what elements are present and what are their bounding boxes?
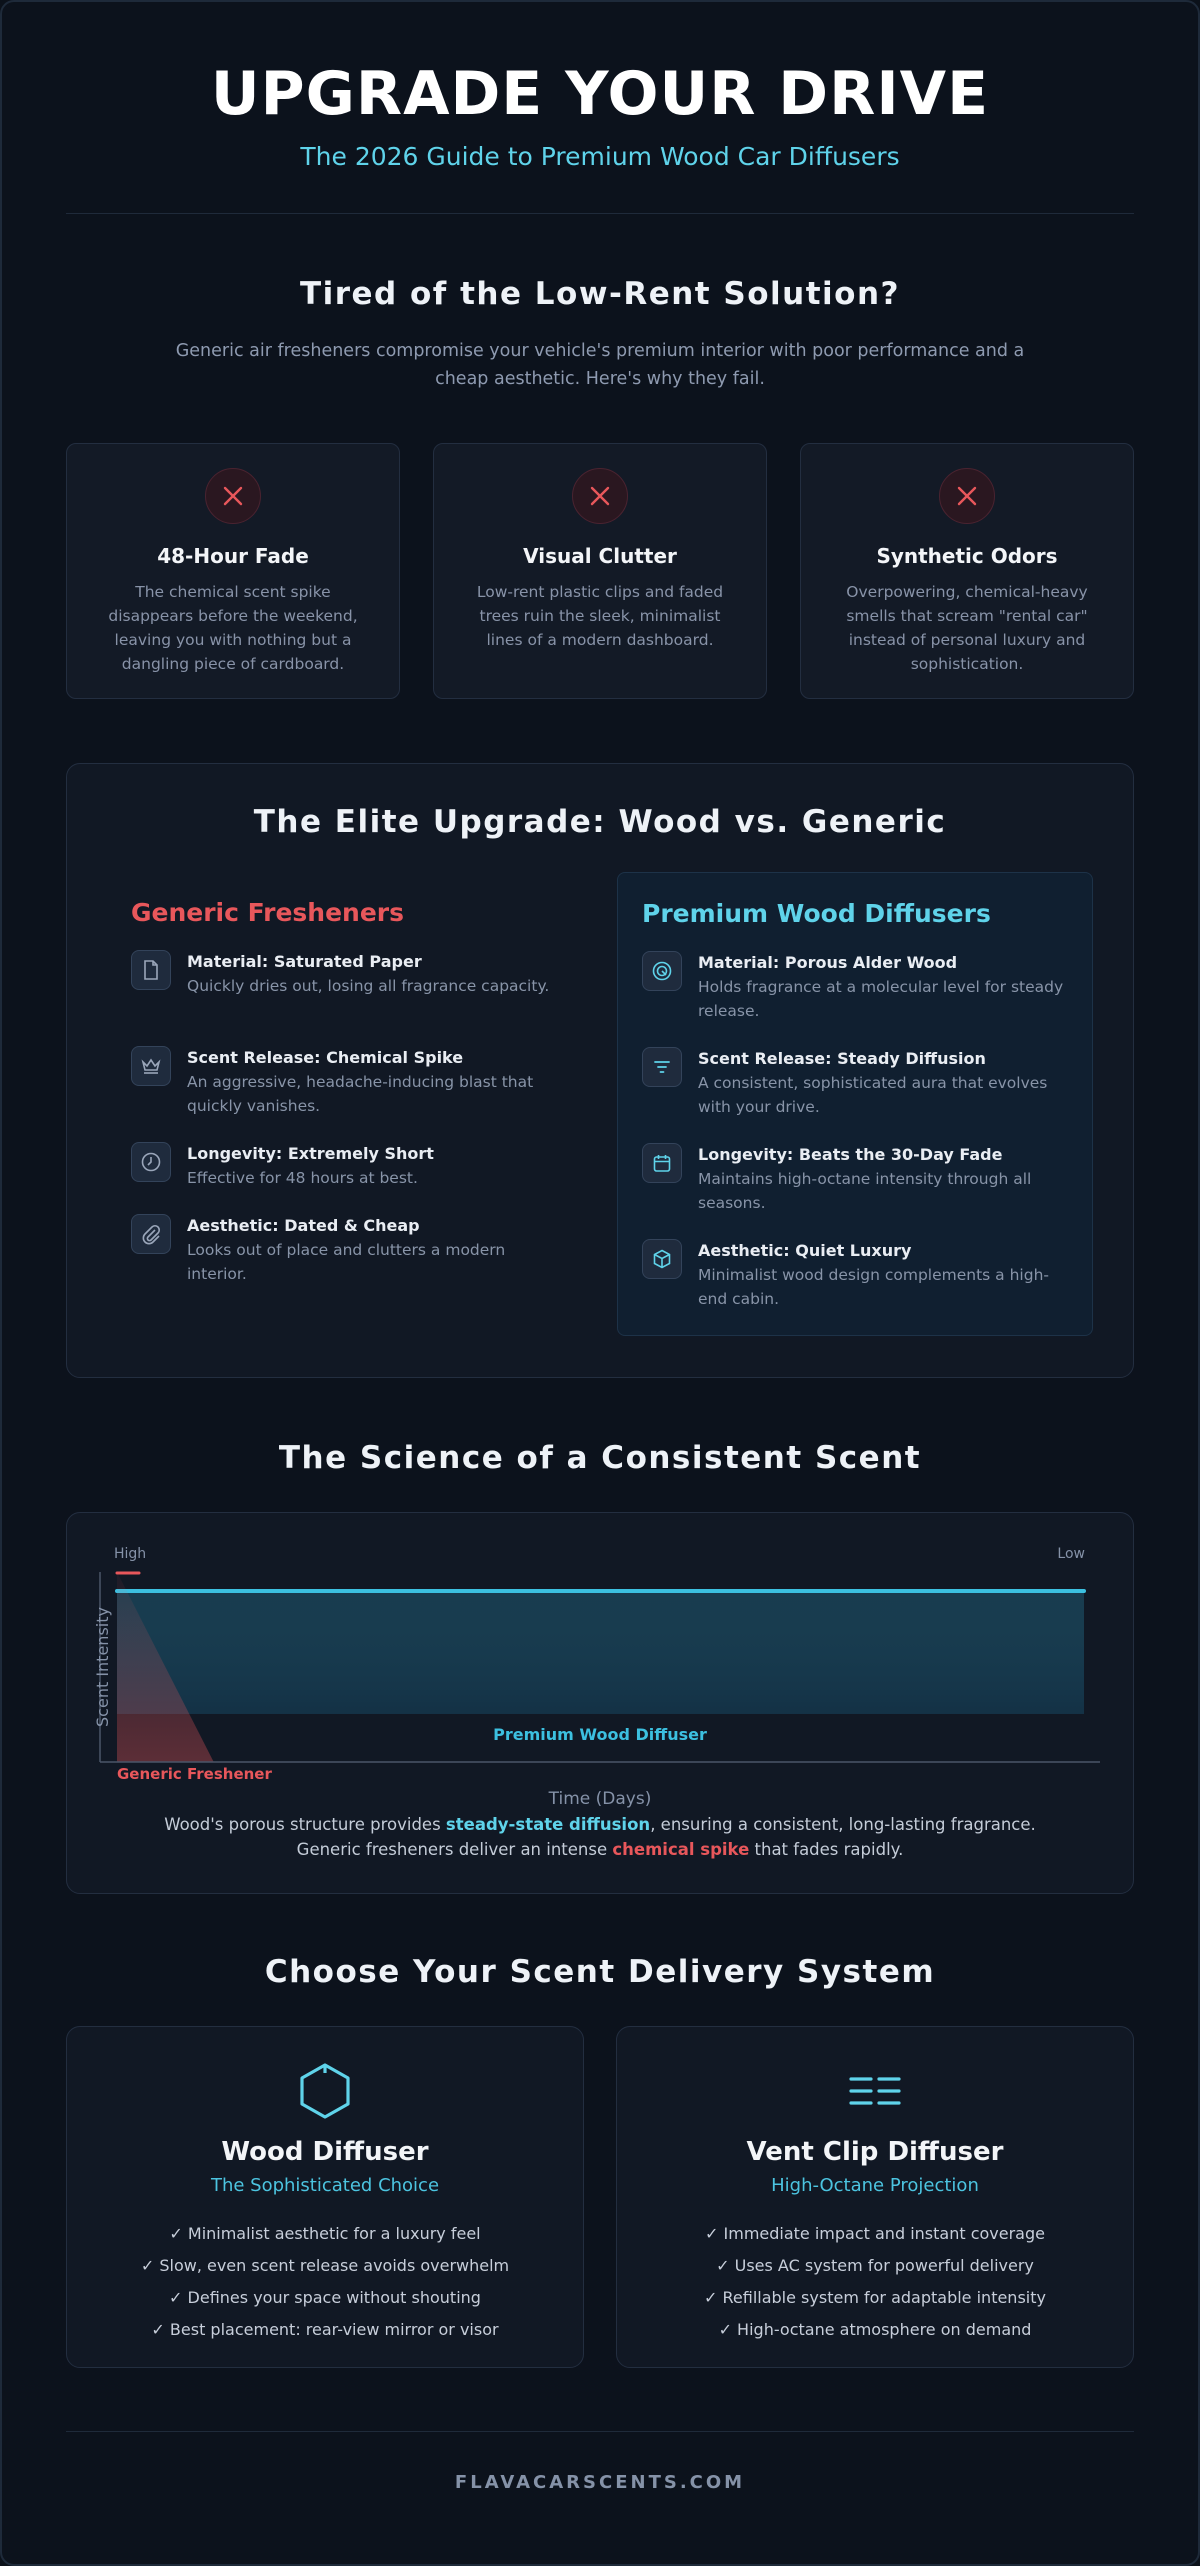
divider (66, 2431, 1134, 2432)
generic-item: Scent Release: Chemical Spike An aggress… (131, 1046, 551, 1126)
problem-card-text: The chemical scent spike disappears befo… (108, 583, 358, 673)
problem-card: Visual Clutter Low-rent plastic clips an… (433, 443, 767, 699)
divider (66, 213, 1134, 214)
caption-highlight-steady: steady-state diffusion (445, 1815, 651, 1834)
list-item: ✓ Minimalist aesthetic for a luxury feel (169, 2224, 481, 2243)
wood-diffuser-card: Wood Diffuser The Sophisticated Choice ✓… (66, 2026, 584, 2368)
card-tagline: High-Octane Projection (771, 2175, 979, 2196)
generic-item: Longevity: Extremely Short Effective for… (131, 1142, 551, 1222)
item-text: Effective for 48 hours at best. (187, 1169, 418, 1187)
item-title: Longevity: Beats the 30-Day Fade (698, 1145, 1003, 1164)
list-item: ✓ Slow, even scent release avoids overwh… (140, 2256, 510, 2275)
hexagon-icon (295, 2061, 355, 2121)
hero: UPGRADE YOUR DRIVE The 2026 Guide to Pre… (0, 58, 1200, 171)
problem-card-text: Low-rent plastic clips and faded trees r… (476, 583, 724, 649)
item-text: Holds fragrance at a molecular level for… (698, 978, 1064, 1020)
crown-icon (131, 1046, 171, 1086)
problem-card-title: Synthetic Odors (876, 544, 1058, 568)
problem-title: Tired of the Low-Rent Solution? (299, 276, 901, 312)
premium-item: Material: Porous Alder Wood Holds fragra… (642, 951, 1063, 1031)
document-icon (131, 950, 171, 990)
vent-clip-card: Vent Clip Diffuser High-Octane Projectio… (616, 2026, 1134, 2368)
item-title: Scent Release: Steady Diffusion (698, 1049, 986, 1068)
generic-heading: Generic Fresheners (131, 898, 405, 927)
generic-item: Aesthetic: Dated & Cheap Looks out of pl… (131, 1214, 551, 1294)
item-title: Material: Saturated Paper (187, 952, 422, 971)
list-item: ✓ Immediate impact and instant coverage (705, 2224, 1045, 2243)
problem-card-text: Overpowering, chemical-heavy smells that… (846, 583, 1088, 673)
cube-icon (642, 1239, 682, 1279)
card-tagline: The Sophisticated Choice (210, 2175, 440, 2196)
feature-list: ✓ Immediate impact and instant coverage … (617, 2218, 1133, 2346)
problem-description: Generic air fresheners compromise your v… (175, 341, 1025, 389)
card-title: Wood Diffuser (221, 2137, 429, 2167)
list-item: ✓ Refillable system for adaptable intens… (704, 2288, 1046, 2307)
filter-icon (642, 1047, 682, 1087)
list-item: ✓ High-octane atmosphere on demand (718, 2320, 1032, 2339)
science-title: The Science of a Consistent Scent (278, 1440, 922, 1476)
clock-icon (131, 1142, 171, 1182)
premium-heading: Premium Wood Diffusers (642, 899, 991, 928)
item-title: Aesthetic: Quiet Luxury (698, 1241, 912, 1260)
premium-item: Longevity: Beats the 30-Day Fade Maintai… (642, 1143, 1062, 1223)
wood-ring-icon (642, 951, 682, 991)
calendar-icon (642, 1143, 682, 1183)
item-title: Longevity: Extremely Short (187, 1144, 434, 1163)
premium-column: Premium Wood Diffusers Material: Porous … (617, 872, 1093, 1336)
list-item: ✓ Uses AC system for powerful delivery (716, 2256, 1034, 2275)
vent-icon (845, 2061, 905, 2121)
problem-card-title: 48-Hour Fade (157, 544, 309, 568)
item-title: Aesthetic: Dated & Cheap (187, 1216, 420, 1235)
generic-item: Material: Saturated Paper Quickly dries … (131, 950, 551, 1030)
comparison-title: The Elite Upgrade: Wood vs. Generic (253, 804, 947, 840)
list-item: ✓ Best placement: rear-view mirror or vi… (151, 2320, 499, 2339)
delivery-title: Choose Your Scent Delivery System (264, 1954, 936, 1990)
comparison-panel: The Elite Upgrade: Wood vs. Generic Gene… (66, 763, 1134, 1378)
item-text: A consistent, sophisticated aura that ev… (698, 1074, 1048, 1116)
caption-text: Wood's porous structure provides (164, 1815, 446, 1834)
caption-text: , ensuring a consistent, long-lasting fr… (296, 1815, 1036, 1859)
page-subtitle: The 2026 Guide to Premium Wood Car Diffu… (300, 142, 900, 171)
problem-card: 48-Hour Fade The chemical scent spike di… (66, 443, 400, 699)
item-text: Minimalist wood design complements a hig… (698, 1266, 1049, 1308)
item-text: Maintains high-octane intensity through … (698, 1170, 1032, 1212)
caption-text: that fades rapidly. (749, 1840, 904, 1859)
science-caption: Wood's porous structure provides steady-… (140, 1812, 1060, 1862)
item-title: Material: Porous Alder Wood (698, 953, 958, 972)
x-icon (939, 468, 995, 524)
premium-item: Scent Release: Steady Diffusion A consis… (642, 1047, 1062, 1127)
item-text: An aggressive, headache-inducing blast t… (187, 1073, 534, 1115)
footer-brand: FLAVACARSCENTS.COM (454, 2472, 746, 2493)
item-text: Quickly dries out, losing all fragrance … (187, 977, 550, 995)
item-text: Looks out of place and clutters a modern… (187, 1241, 506, 1283)
page-title: UPGRADE YOUR DRIVE (210, 59, 990, 129)
problem-card: Synthetic Odors Overpowering, chemical-h… (800, 443, 1134, 699)
generic-column: Generic Fresheners Material: Saturated P… (91, 872, 571, 1336)
card-title: Vent Clip Diffuser (746, 2137, 1004, 2167)
problem-card-title: Visual Clutter (523, 544, 677, 568)
list-item: ✓ Defines your space without shouting (169, 2288, 481, 2307)
feature-list: ✓ Minimalist aesthetic for a luxury feel… (67, 2218, 583, 2346)
caption-highlight-spike: chemical spike (612, 1840, 750, 1859)
item-title: Scent Release: Chemical Spike (187, 1048, 464, 1067)
premium-item: Aesthetic: Quiet Luxury Minimalist wood … (642, 1239, 1062, 1319)
x-icon (572, 468, 628, 524)
x-icon (205, 468, 261, 524)
paperclip-icon (131, 1214, 171, 1254)
